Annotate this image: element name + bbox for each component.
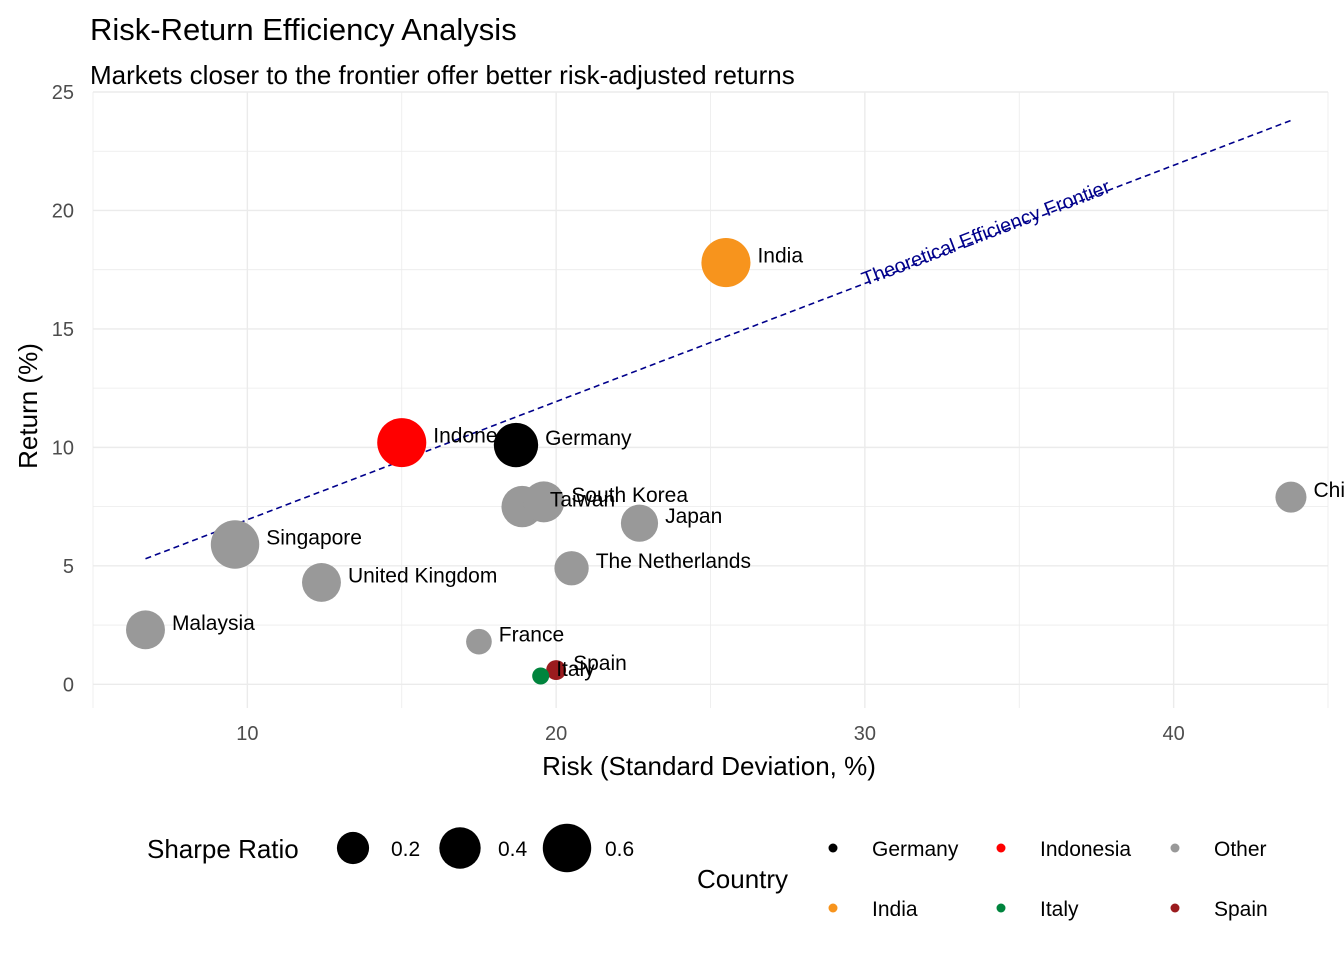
point-germany [493,422,539,468]
legend-country: Country Germany Indonesia Other India Italy S… [697,838,1268,921]
point-label: United Kingdom [348,564,497,587]
point-singapore [210,520,260,569]
legend-size-label: 0.4 [498,838,528,861]
y-tick-label: 5 [63,556,74,578]
y-tick-label: 10 [52,437,74,459]
y-tick-label: 0 [63,674,74,696]
x-tick-label: 40 [1163,723,1185,745]
legend-color-key [828,903,838,913]
y-tick-label: 20 [52,200,74,222]
legend-color-key [996,843,1006,853]
legend-color-key [1170,903,1180,913]
point-label: China [1313,479,1344,502]
legend-size-label: 0.2 [391,838,420,861]
point-label: Japan [665,505,722,528]
legend-color-label: India [872,898,918,921]
legend-color-title: Country [697,864,788,894]
point-label: Singapore [266,527,362,550]
point-label: Italy [556,658,595,681]
chart-subtitle: Markets closer to the frontier offer bet… [90,60,795,90]
chart-title: Risk-Return Efficiency Analysis [90,12,517,47]
x-tick-label: 30 [854,723,876,745]
point-malaysia [126,610,165,650]
point-spain [546,660,567,681]
axis-ticks: 10 20 30 40 0 5 10 15 20 25 [52,82,1185,745]
point-south-korea [523,481,565,523]
legend-color-key [1170,843,1180,853]
data-points [126,238,1307,685]
point-label: South Korea [571,484,688,507]
point-label: Spain [573,652,627,675]
legend-color-label: Spain [1214,898,1268,921]
frontier-label: Theoretical Efficiency Frontier [859,176,1114,291]
legend-size-title: Sharpe Ratio [147,834,299,864]
legend-size-key [542,823,592,873]
grid-lines [92,91,1329,708]
legend-size-key [336,831,370,865]
point-united-kingdom [302,562,341,602]
point-label: France [499,624,564,647]
legend-color-key [828,843,838,853]
point-label: Taiwan [550,489,615,512]
legend-sharpe-ratio: Sharpe Ratio 0.2 0.4 0.6 [147,823,634,873]
point-italy [532,667,550,685]
y-tick-label: 25 [52,82,74,104]
point-label: Malaysia [172,612,255,635]
point-france [466,628,492,655]
point-label: The Netherlands [596,550,751,573]
legend-color-key [996,903,1006,913]
point-indonesia [377,418,427,468]
point-india [701,238,751,288]
legend-size-label: 0.6 [605,838,634,861]
point-label: Germany [545,427,632,450]
legend-size-key [439,827,481,869]
point-japan [620,504,659,542]
y-axis-label: Return (%) [13,343,43,469]
point-the-netherlands [554,551,589,586]
x-tick-label: 10 [236,723,258,745]
frontier-line [145,119,1292,560]
x-tick-label: 20 [545,723,567,745]
frontier-group: Theoretical Efficiency Frontier [145,119,1292,560]
x-axis-label: Risk (Standard Deviation, %) [542,751,876,781]
y-tick-label: 15 [52,319,74,341]
legend-color-label: Italy [1040,898,1079,921]
legend-color-label: Other [1214,838,1267,861]
point-label: Indonesia [433,425,524,448]
legend-color-label: Indonesia [1040,838,1131,861]
point-label: India [757,245,803,268]
legend-color-label: Germany [872,838,959,861]
point-china [1275,481,1307,513]
